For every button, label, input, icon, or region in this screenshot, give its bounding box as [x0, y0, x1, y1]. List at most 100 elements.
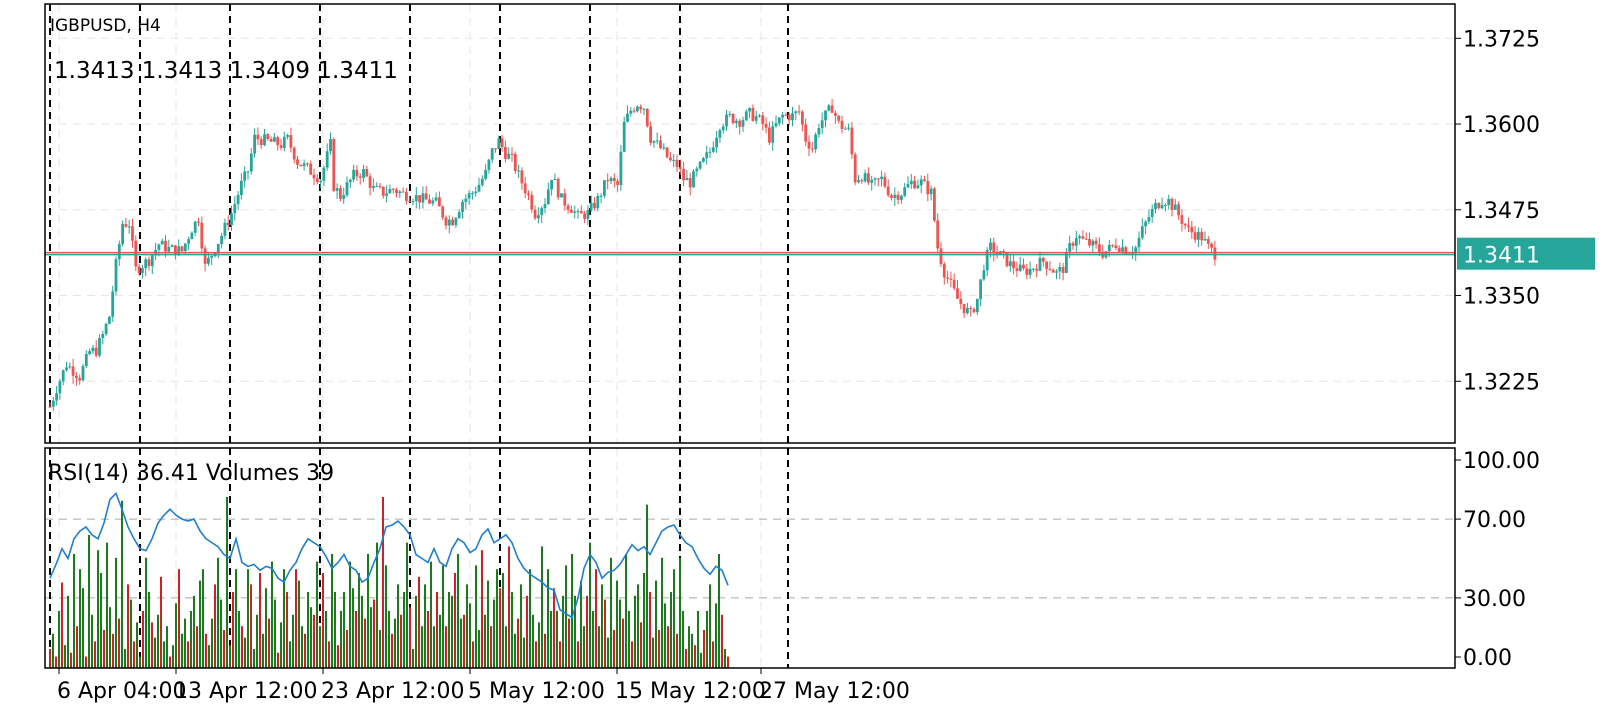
candle-body [104, 323, 108, 335]
candle-body [174, 245, 177, 256]
candle-body [368, 176, 372, 188]
candle-body [101, 334, 105, 339]
candle-body [471, 193, 474, 195]
candle-body [731, 113, 735, 123]
candle-body [372, 186, 375, 188]
candle-body [645, 108, 649, 127]
candle-body [784, 114, 788, 116]
candle-body [329, 139, 332, 152]
candle-body [230, 213, 233, 226]
candle-body [919, 179, 923, 186]
candle-body [632, 110, 636, 112]
candle-body [616, 180, 619, 186]
candle-body [309, 163, 313, 175]
candle-body [504, 147, 507, 159]
candle-body [603, 180, 606, 196]
candle-body [698, 161, 702, 169]
candle-body [312, 174, 316, 179]
candle-body [913, 180, 916, 189]
candle-body [1028, 268, 1032, 275]
candle-body [355, 169, 359, 177]
candle-body [787, 114, 791, 121]
candle-body [863, 173, 867, 182]
candle-body [48, 406, 52, 408]
candle-body [979, 279, 982, 299]
candle-body [510, 153, 514, 155]
candle-body [744, 111, 748, 121]
candle-body [266, 134, 270, 140]
candle-body [1131, 253, 1134, 255]
candle-body [959, 298, 963, 304]
candle-body [339, 188, 342, 199]
candle-body [259, 139, 263, 146]
candle-body [840, 120, 844, 129]
candle-body [325, 151, 329, 168]
candle-body [183, 243, 187, 252]
candle-body [1206, 238, 1210, 244]
candle-body [1193, 232, 1197, 240]
candle-body [751, 107, 755, 121]
candle-body [61, 370, 65, 382]
candle-body [969, 307, 973, 310]
candle-body [256, 134, 260, 140]
candle-body [606, 180, 610, 182]
candle-body [296, 159, 299, 165]
candle-body [1061, 267, 1065, 273]
candle-body [414, 195, 418, 202]
candle-body [282, 136, 286, 148]
candle-body [1154, 203, 1157, 210]
candle-body [715, 137, 718, 148]
candle-body [629, 110, 633, 114]
candle-body [718, 130, 722, 138]
candle-body [939, 248, 943, 264]
candle-body [352, 169, 355, 180]
candle-body [1058, 267, 1062, 272]
candle-body [649, 126, 652, 143]
candle-body [837, 115, 841, 121]
candle-body [929, 188, 933, 195]
candle-body [348, 179, 352, 183]
candle-body [576, 211, 580, 213]
candle-body [843, 128, 847, 130]
price-tick-label: 1.3350 [1463, 285, 1540, 310]
candle-body [523, 183, 527, 194]
candle-body [570, 209, 573, 213]
candle-body [444, 217, 448, 226]
candle-body [240, 180, 243, 196]
candle-body [853, 154, 857, 183]
candle-body [457, 212, 461, 219]
candle-body [75, 375, 78, 379]
candle-body [164, 240, 167, 252]
candle-body [431, 200, 435, 204]
candle-body [626, 113, 629, 122]
candle-body [137, 266, 141, 273]
candle-body [273, 137, 276, 142]
candle-body [1134, 247, 1138, 254]
candle-body [342, 195, 346, 199]
candle-body [952, 279, 956, 289]
candle-body [220, 235, 223, 244]
candle-body [1081, 236, 1085, 239]
rsi-line [49, 492, 729, 619]
candle-body [609, 177, 613, 182]
price-tick-label: 1.3600 [1463, 113, 1540, 138]
candle-body [530, 194, 534, 210]
candle-body [91, 347, 95, 352]
candle-body [190, 232, 194, 240]
candle-body [659, 140, 662, 149]
candle-body [378, 185, 382, 187]
candle-body [540, 208, 544, 216]
candle-body [682, 168, 685, 181]
candle-body [1074, 238, 1078, 246]
candle-body [636, 106, 639, 112]
candle-body [193, 221, 197, 233]
candle-body [78, 378, 82, 381]
volume-bars [49, 497, 729, 668]
candle-body [428, 199, 431, 204]
candle-body [418, 195, 421, 203]
candle-body [1098, 244, 1101, 252]
candle-body [401, 191, 405, 193]
candle-body [966, 307, 969, 314]
